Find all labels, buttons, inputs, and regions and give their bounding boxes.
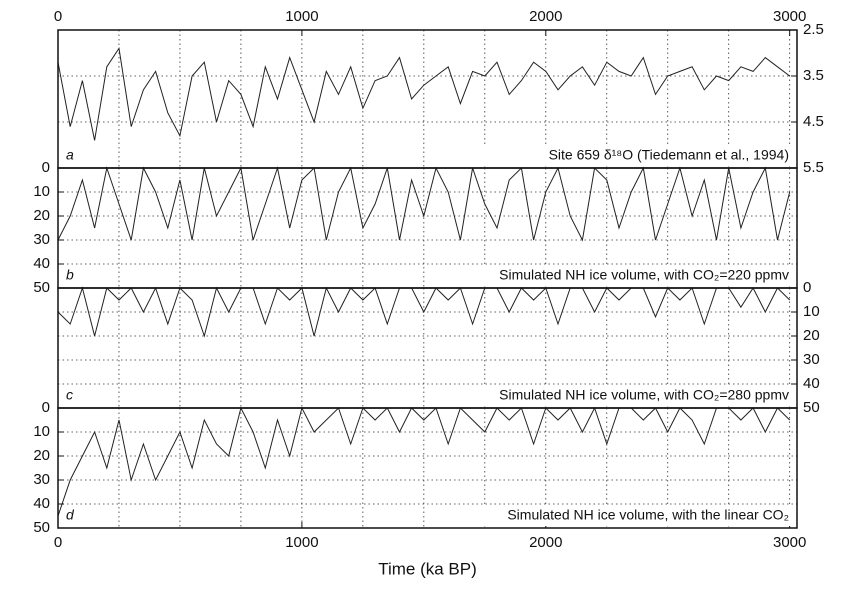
panel-annotation: Simulated NH ice volume, with the linear… (507, 507, 789, 523)
annotation-bg (450, 266, 792, 286)
y-tick-label: 10 (33, 183, 50, 200)
panel-annotation: Site 659 δ¹⁸O (Tiedemann et al., 1994) (549, 147, 789, 163)
annotation-bg (450, 506, 792, 526)
panel-annotation: Simulated NH ice volume, with CO₂=280 pp… (499, 387, 789, 403)
y-tick-label: 0 (42, 399, 50, 416)
panel-label: c (66, 387, 73, 403)
y-tick-label: 30 (33, 471, 50, 488)
panel-label: a (66, 147, 74, 163)
x-tick-label: 0 (54, 8, 62, 25)
data-line (57, 47, 791, 141)
y-tick-label: 0 (42, 159, 50, 176)
y-tick-label: 40 (803, 375, 820, 392)
annotation-bg (450, 386, 792, 406)
x-tick-label: 1000 (285, 534, 318, 551)
y-tick-label: 3.5 (803, 67, 824, 84)
y-tick-label: 50 (803, 399, 820, 416)
y-tick-label: 2.5 (803, 21, 824, 38)
y-tick-label: 40 (33, 255, 50, 272)
data-line (57, 406, 791, 517)
y-tick-label: 30 (803, 351, 820, 368)
y-tick-label: 0 (803, 279, 811, 296)
annotation-bg (450, 146, 792, 166)
y-tick-label: 20 (33, 207, 50, 224)
y-tick-label: 10 (803, 303, 820, 320)
x-tick-label: 3000 (773, 534, 806, 551)
x-tick-label: 2000 (529, 8, 562, 25)
y-tick-label: 4.5 (803, 113, 824, 130)
y-tick-label: 5.5 (803, 159, 824, 176)
data-line (57, 166, 791, 242)
y-tick-label: 50 (33, 279, 50, 296)
y-tick-label: 40 (33, 495, 50, 512)
x-tick-label: 1000 (285, 8, 318, 25)
panel-annotation: Simulated NH ice volume, with CO₂=220 pp… (499, 267, 789, 283)
x-tick-label: 2000 (529, 534, 562, 551)
y-tick-label: 10 (33, 423, 50, 440)
x-tick-label: 0 (54, 534, 62, 551)
y-tick-label: 20 (33, 447, 50, 464)
y-tick-label: 30 (33, 231, 50, 248)
y-tick-label: 20 (803, 327, 820, 344)
panel-label: d (66, 507, 75, 523)
x-tick-label: 3000 (773, 8, 806, 25)
panel-frame (57, 407, 798, 529)
panel-label: b (66, 267, 74, 283)
x-axis-label: Time (ka BP) (378, 559, 477, 578)
y-tick-label: 50 (33, 519, 50, 536)
